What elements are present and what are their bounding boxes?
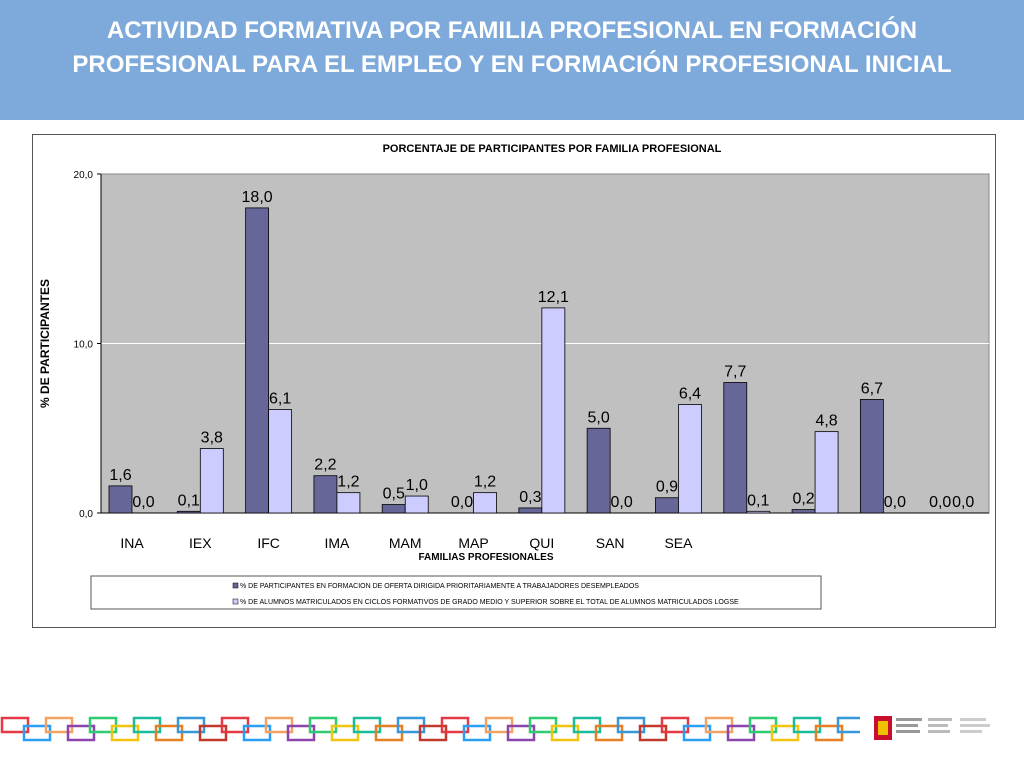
bar-series-2-2 [268, 409, 293, 514]
bar-series-1-4 [381, 504, 406, 514]
data-label-series-2-11: 0,0 [884, 494, 906, 511]
bar-series-2-4 [404, 495, 429, 514]
data-label-series-2-7: 0,0 [611, 494, 633, 511]
title-banner: ACTIVIDAD FORMATIVA POR FAMILIA PROFESIO… [0, 0, 1024, 120]
bar-series-1-8 [655, 497, 679, 514]
data-label-series-1-4: 0,5 [383, 486, 405, 503]
data-label-series-1-5: 0,0 [451, 494, 473, 511]
x-category-label-4: MAM [389, 535, 422, 551]
x-category-label-8: SEA [664, 535, 693, 551]
x-category-label-1: IEX [189, 535, 212, 551]
chart-frame: PORCENTAJE DE PARTICIPANTES POR FAMILIA … [32, 134, 996, 628]
data-label-series-1-2: 18,0 [242, 189, 273, 206]
y-tick-label: 0,0 [79, 509, 93, 520]
data-label-series-1-7: 5,0 [588, 409, 610, 426]
data-label-series-2-3: 1,2 [337, 474, 359, 491]
data-label-series-1-9: 7,7 [724, 363, 746, 380]
x-category-label-5: MAP [458, 535, 488, 551]
data-label-series-1-6: 0,3 [519, 489, 541, 506]
data-label-series-2-4: 1,0 [406, 477, 428, 494]
data-label-series-1-11: 6,7 [861, 380, 883, 397]
bar-series-2-5 [473, 492, 497, 514]
bar-series-2-9 [746, 510, 771, 514]
data-label-series-2-1: 3,8 [201, 430, 223, 447]
bar-series-1-6 [518, 507, 543, 514]
chart-title: PORCENTAJE DE PARTICIPANTES POR FAMILIA … [383, 143, 722, 155]
data-label-series-2-5: 1,2 [474, 474, 496, 491]
legend-box [90, 575, 822, 610]
decorative-chain-strip [0, 716, 860, 742]
data-label-series-1-0: 1,6 [109, 467, 131, 484]
page-title: ACTIVIDAD FORMATIVA POR FAMILIA PROFESIO… [40, 14, 984, 82]
bar-series-2-1 [199, 448, 224, 514]
data-label-series-1-3: 2,2 [314, 457, 336, 474]
government-logo [874, 716, 990, 740]
y-tick-label: 20,0 [74, 170, 94, 181]
data-label-series-2-12: 0,0 [952, 494, 974, 511]
bar-series-1-0 [108, 485, 133, 514]
bar-series-1-7 [586, 427, 611, 514]
data-label-series-2-0: 0,0 [132, 494, 154, 511]
bar-series-1-3 [313, 475, 338, 514]
x-category-label-3: IMA [324, 535, 350, 551]
data-label-series-2-10: 4,8 [815, 413, 837, 430]
x-category-label-0: INA [120, 535, 144, 551]
data-label-series-2-2: 6,1 [269, 391, 291, 408]
bar-series-1-2 [245, 207, 270, 514]
x-category-label-6: QUI [529, 535, 554, 551]
data-label-series-2-8: 6,4 [679, 386, 701, 403]
y-tick-label: 10,0 [74, 340, 94, 351]
page-title-line-1: ACTIVIDAD FORMATIVA POR FAMILIA PROFESIO… [106, 17, 918, 44]
bar-series-1-11 [859, 399, 884, 514]
x-axis-title: FAMILIAS PROFESIONALES [418, 552, 553, 563]
chain-link-shape [836, 716, 860, 734]
bar-series-1-10 [791, 509, 816, 514]
legend-swatch-series-2 [232, 598, 239, 605]
bar-series-2-10 [814, 431, 839, 514]
legend-swatch-series-1 [232, 582, 239, 589]
bar-series-2-6 [541, 307, 566, 514]
bar-series-1-9 [723, 382, 748, 514]
legend-label-series-1: % DE PARTICIPANTES EN FORMACION DE OFERT… [240, 583, 639, 590]
data-label-series-2-9: 0,1 [747, 492, 769, 509]
data-label-series-1-1: 0,1 [178, 492, 200, 509]
bar-series-2-8 [678, 404, 702, 514]
legend-label-series-2: % DE ALUMNOS MATRICULADOS EN CICLOS FORM… [240, 599, 739, 606]
y-axis-title: % DE PARTICIPANTES [38, 279, 52, 408]
bar-series-1-1 [176, 510, 201, 514]
page-title-line-2: PROFESIONAL PARA EL EMPLEO Y EN FORMACIÓ… [72, 51, 952, 78]
data-label-series-1-10: 0,2 [792, 491, 814, 508]
bar-series-2-3 [336, 492, 361, 514]
x-category-label-2: IFC [257, 535, 280, 551]
data-label-series-1-8: 0,9 [656, 479, 678, 496]
data-label-series-2-6: 12,1 [538, 289, 569, 306]
x-category-label-7: SAN [596, 535, 625, 551]
data-label-series-1-12: 0,0 [929, 494, 951, 511]
bar-chart: PORCENTAJE DE PARTICIPANTES POR FAMILIA … [38, 143, 990, 610]
